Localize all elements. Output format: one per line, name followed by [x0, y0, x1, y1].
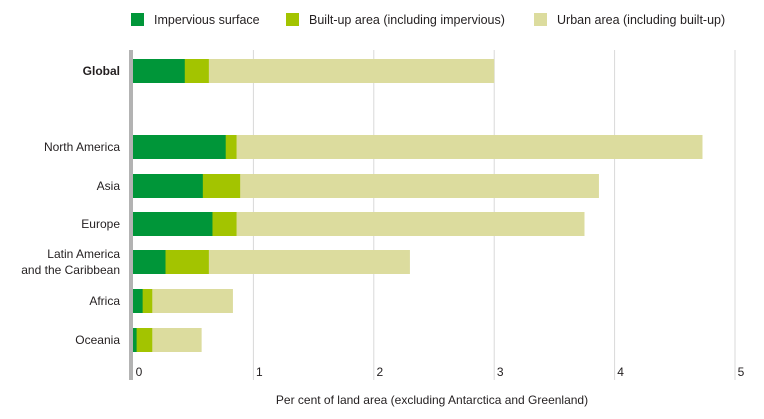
legend-label-built-up-area-including-impervious: Built-up area (including impervious)	[309, 13, 505, 27]
legend-label-impervious-surface: Impervious surface	[154, 13, 260, 27]
bars	[133, 59, 703, 352]
x-tick-label-2: 2	[376, 365, 383, 379]
bar-europe-impervious-surface	[133, 212, 213, 236]
x-tick-labels: 0 1 2 3 4 5	[136, 365, 745, 379]
category-label-global: Global	[83, 64, 120, 78]
category-label-asia: Asia	[97, 179, 121, 193]
bar-latin-america-and-the-caribbean-impervious-surface	[133, 250, 166, 274]
category-label-oceania: Oceania	[75, 333, 120, 347]
x-tick-label-3: 3	[497, 365, 504, 379]
bar-africa-impervious-surface	[133, 289, 143, 313]
legend-swatch-urban-area-including-built-up	[534, 13, 547, 26]
legend-label-urban-area-including-built-up: Urban area (including built-up)	[557, 13, 725, 27]
category-labels: Global North America Asia Europe Latin Ameri…	[21, 64, 120, 347]
x-axis-title: Per cent of land area (excluding Antarct…	[276, 393, 588, 407]
legend-swatch-impervious-surface	[131, 13, 144, 26]
bar-oceania-built-up-area-including-impervious	[133, 328, 153, 352]
category-label-africa: Africa	[89, 294, 120, 308]
category-label-europe: Europe	[81, 217, 120, 231]
x-tick-label-5: 5	[738, 365, 745, 379]
category-label-latin-america-and-the-caribbean: Latin America and the Caribbean	[21, 247, 120, 277]
legend-swatch-built-up-area-including-impervious	[286, 13, 299, 26]
bar-north-america-impervious-surface	[133, 135, 226, 159]
bar-global-impervious-surface	[133, 59, 185, 83]
x-tick-label-4: 4	[617, 365, 624, 379]
bar-asia-impervious-surface	[133, 174, 203, 198]
bar-oceania-impervious-surface	[133, 328, 137, 352]
x-tick-label-1: 1	[256, 365, 263, 379]
x-tick-label-0: 0	[136, 365, 143, 379]
category-label-north-america: North America	[44, 140, 120, 154]
legend: Impervious surface Built-up area (includi…	[131, 13, 725, 27]
